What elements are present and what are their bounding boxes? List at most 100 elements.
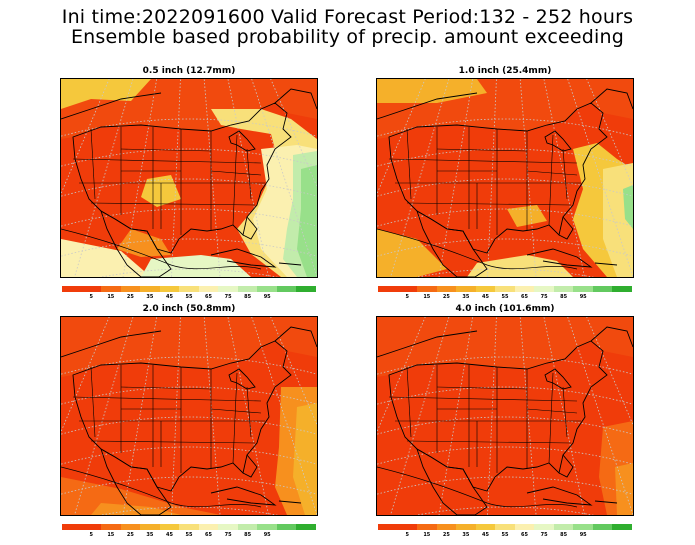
color-bar-swatch <box>120 286 141 292</box>
color-bar-label: 35 <box>146 532 154 538</box>
color-bar-swatch <box>417 524 437 530</box>
color-bar-label: 5 <box>89 294 94 300</box>
color-bar-swatch <box>397 524 418 530</box>
color-bar-label: 15 <box>107 532 115 538</box>
color-bar-label: 25 <box>126 294 134 300</box>
color-bar-swatch <box>495 286 515 292</box>
color-bar-swatch <box>436 524 457 530</box>
color-bar-label: 85 <box>560 532 568 538</box>
map-svg <box>61 317 317 515</box>
probability-area <box>297 165 317 277</box>
color-bar-labels: 5 15 25 35 45 55 65 75 85 95 <box>378 532 632 540</box>
color-bar-swatch <box>81 286 102 292</box>
color-bar-swatch <box>218 286 238 292</box>
panel-title: 4.0 inch (101.6mm) <box>455 304 555 314</box>
color-bar-swatch <box>534 286 554 292</box>
color-bar-swatch <box>296 524 316 530</box>
color-bar-swatch <box>62 524 82 530</box>
color-bar-swatch <box>456 286 476 292</box>
title-line-2: Ensemble based probability of precip. am… <box>70 26 625 48</box>
color-bar-label: 55 <box>185 294 193 300</box>
color-bar-swatch <box>456 524 476 530</box>
probability-area <box>293 403 317 515</box>
color-bar-label: 45 <box>482 294 489 300</box>
color-bar-swatch <box>378 286 398 292</box>
color-bar-swatch <box>140 524 160 530</box>
color-bar-label: 55 <box>185 532 193 538</box>
color-bar-swatch <box>120 524 141 530</box>
color-bar-label: 75 <box>224 294 232 300</box>
map-svg <box>377 317 633 515</box>
color-bar-swatch <box>534 524 554 530</box>
color-bar-label: 85 <box>244 294 252 300</box>
lat-lon-grid <box>61 79 317 277</box>
color-bar-label: 75 <box>540 532 548 538</box>
color-bar-label: 5 <box>405 532 410 538</box>
color-bar-swatch <box>553 524 574 530</box>
probability-area <box>91 503 181 515</box>
probability-area <box>141 255 251 277</box>
contour-line <box>61 228 262 270</box>
color-bar-swatch <box>159 286 180 292</box>
color-bar-swatch <box>276 286 297 292</box>
color-bar-labels: 5 15 25 35 45 55 65 75 85 95 <box>62 532 316 540</box>
state-borders <box>388 365 581 473</box>
color-bar <box>62 286 316 292</box>
color-bar-swatch <box>514 524 535 530</box>
color-bar-label: 85 <box>244 532 252 538</box>
color-bar-label: 85 <box>560 294 568 300</box>
color-bar-label: 55 <box>501 532 509 538</box>
color-bar-swatch <box>296 286 316 292</box>
panel-title: 0.5 inch (12.7mm) <box>142 66 236 76</box>
probability-area <box>615 463 633 515</box>
color-bar-swatch <box>179 286 199 292</box>
probability-area <box>61 79 151 109</box>
map-svg <box>377 79 633 277</box>
map-svg <box>61 79 317 277</box>
color-bar-label: 25 <box>442 532 450 538</box>
coastlines <box>377 326 633 515</box>
probability-area <box>61 239 151 277</box>
coastlines <box>377 88 633 277</box>
color-bar-swatch <box>101 286 121 292</box>
color-bar-swatch <box>237 286 258 292</box>
color-bar-swatch <box>62 286 82 292</box>
color-bar-label: 45 <box>166 294 173 300</box>
coastlines <box>61 88 317 277</box>
color-bar-swatch <box>257 524 277 530</box>
panel-title: 2.0 inch (50.8mm) <box>142 304 236 314</box>
color-bar-swatch <box>436 286 457 292</box>
probability-area <box>467 255 573 277</box>
color-bar-swatch <box>159 524 180 530</box>
probability-area <box>377 229 447 277</box>
color-bar-label: 15 <box>423 294 431 300</box>
color-bar-swatch <box>378 524 398 530</box>
color-bar-swatch <box>198 524 219 530</box>
color-bar-swatch <box>592 286 613 292</box>
color-bar-label: 95 <box>579 294 587 300</box>
color-bar-swatch <box>179 524 199 530</box>
contour-line <box>377 228 578 270</box>
color-bar-label: 25 <box>442 294 450 300</box>
color-bar-swatch <box>592 524 613 530</box>
lat-lon-grid <box>377 317 633 515</box>
color-bar-label: 25 <box>126 532 134 538</box>
color-bar-swatch <box>514 286 535 292</box>
probability-map <box>60 316 318 516</box>
color-bar-swatch <box>397 286 418 292</box>
color-bar-swatch <box>101 524 121 530</box>
contour-line <box>61 466 262 508</box>
color-bar-label: 5 <box>89 532 94 538</box>
state-borders <box>72 127 265 235</box>
probability-area <box>377 79 487 103</box>
state-borders <box>72 365 265 473</box>
color-bar-swatch <box>140 286 160 292</box>
title-line-1: Ini time:2022091600 Valid Forecast Perio… <box>61 6 634 28</box>
probability-map <box>376 78 634 278</box>
lat-lon-grid <box>377 79 633 277</box>
canada-region <box>61 317 317 377</box>
color-bar-label: 65 <box>205 294 212 300</box>
color-bar-label: 5 <box>405 294 410 300</box>
probability-map <box>376 316 634 516</box>
contour-line <box>377 466 578 508</box>
